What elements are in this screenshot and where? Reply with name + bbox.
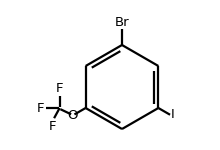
Text: F: F [37,102,44,114]
Text: F: F [49,120,57,134]
Text: F: F [56,81,63,94]
Text: O: O [67,109,78,122]
Text: Br: Br [115,16,129,29]
Text: I: I [171,108,174,121]
